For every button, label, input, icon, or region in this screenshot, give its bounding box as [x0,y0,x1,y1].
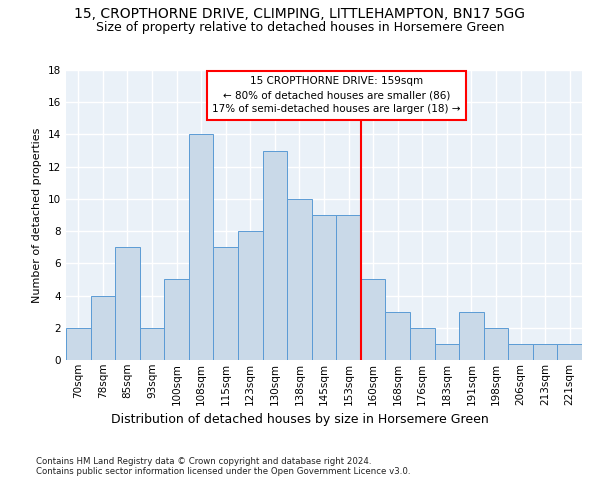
Bar [214,247,238,360]
Text: 15, CROPTHORNE DRIVE, CLIMPING, LITTLEHAMPTON, BN17 5GG: 15, CROPTHORNE DRIVE, CLIMPING, LITTLEHA… [74,8,526,22]
Bar [115,247,140,360]
Bar [484,328,508,360]
Bar [287,199,312,360]
Bar [91,296,115,360]
Bar [66,328,91,360]
Bar [263,150,287,360]
Bar [385,312,410,360]
Text: Distribution of detached houses by size in Horsemere Green: Distribution of detached houses by size … [111,412,489,426]
Text: 15 CROPTHORNE DRIVE: 159sqm
← 80% of detached houses are smaller (86)
17% of sem: 15 CROPTHORNE DRIVE: 159sqm ← 80% of det… [212,76,461,114]
Text: Size of property relative to detached houses in Horsemere Green: Size of property relative to detached ho… [96,21,504,34]
Text: Contains public sector information licensed under the Open Government Licence v3: Contains public sector information licen… [36,467,410,476]
Bar [434,344,459,360]
Y-axis label: Number of detached properties: Number of detached properties [32,128,43,302]
Bar [189,134,214,360]
Bar [410,328,434,360]
Bar [459,312,484,360]
Bar [164,280,189,360]
Bar [557,344,582,360]
Bar [140,328,164,360]
Bar [508,344,533,360]
Bar [361,280,385,360]
Bar [312,215,336,360]
Bar [336,215,361,360]
Bar [238,231,263,360]
Bar [533,344,557,360]
Text: Contains HM Land Registry data © Crown copyright and database right 2024.: Contains HM Land Registry data © Crown c… [36,457,371,466]
